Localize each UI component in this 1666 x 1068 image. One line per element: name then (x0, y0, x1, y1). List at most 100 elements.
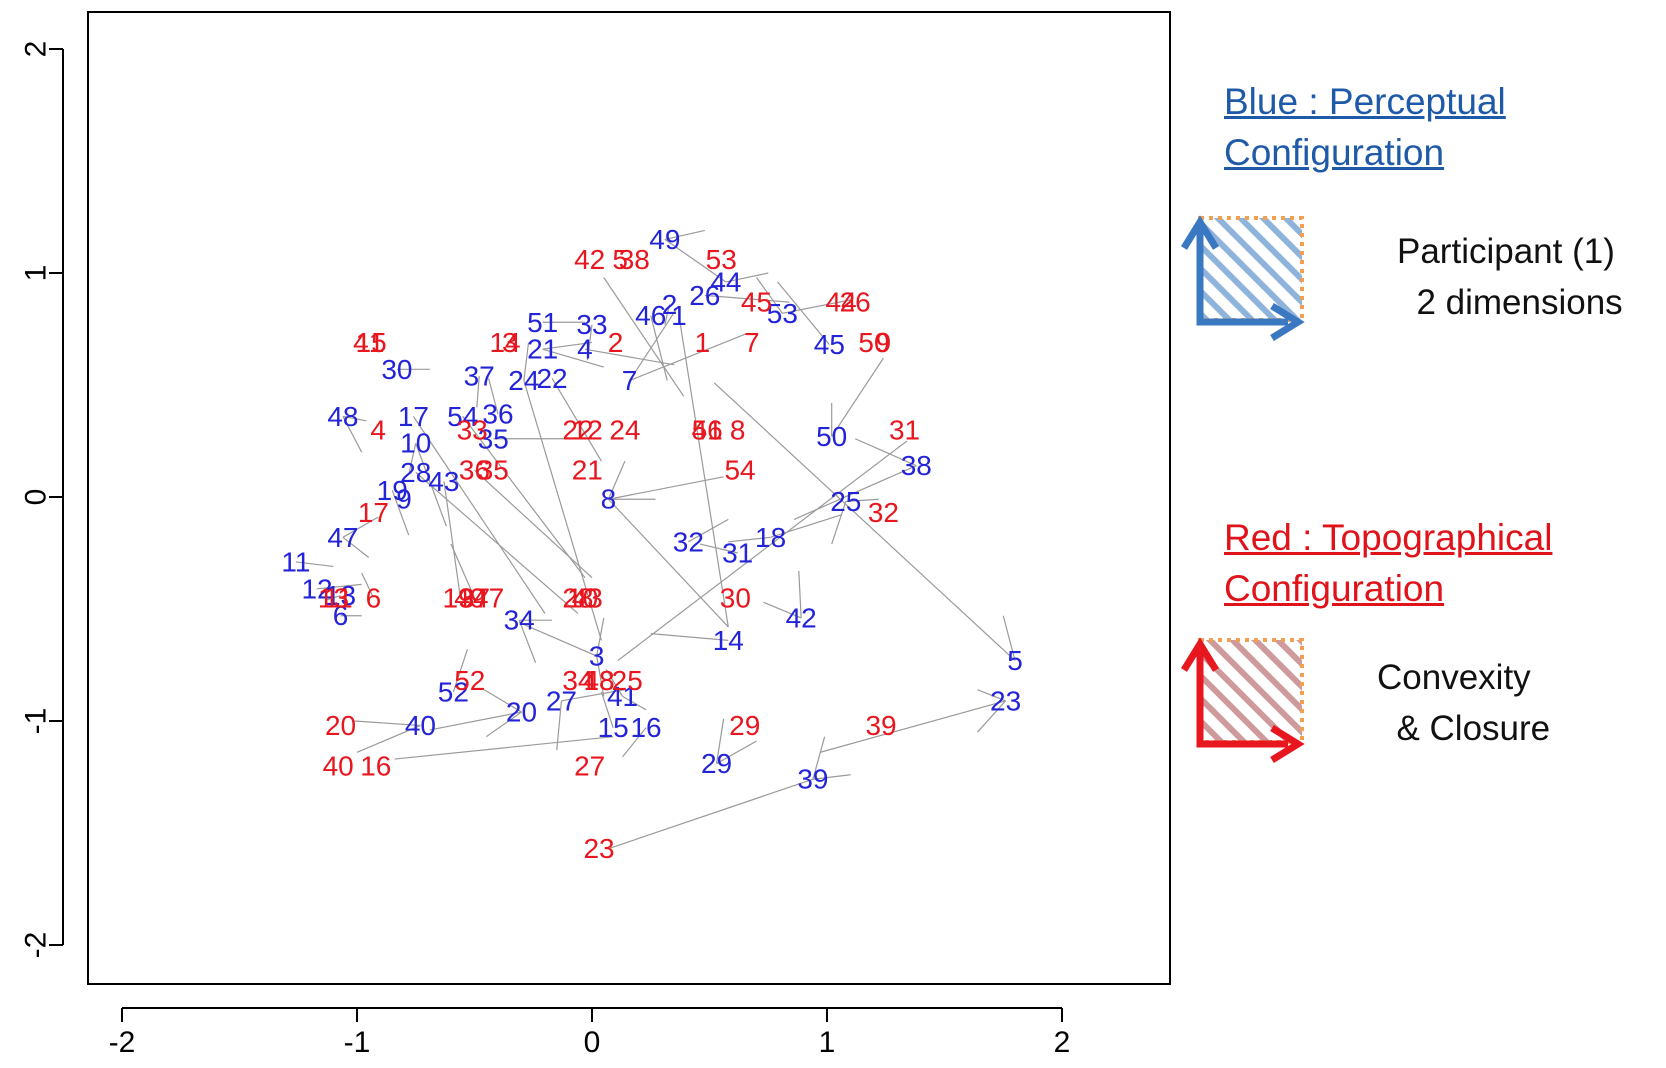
connector-line (629, 308, 678, 381)
legend-blue-text: Participant (1) 2 dimensions (1397, 226, 1623, 328)
blue-point-label: 6 (333, 600, 349, 631)
connector-line (756, 277, 783, 314)
blue-point-label: 14 (713, 625, 744, 656)
blue-point-label: 50 (816, 421, 847, 452)
legend-blue-heading-line2: Configuration (1224, 132, 1445, 173)
red-point-label: 25 (612, 665, 643, 696)
connector-line (812, 736, 826, 780)
blue-point-label: 17 (398, 401, 429, 432)
legend-red-text-line2: & Closure (1377, 709, 1551, 748)
connector-line (664, 238, 727, 283)
blue-point-label: 18 (755, 522, 786, 553)
connector-line (629, 332, 748, 382)
red-point-label: 53 (706, 244, 737, 275)
connector-line (518, 619, 537, 663)
red-point-label: 10 (567, 582, 598, 613)
red-point-label: 24 (609, 414, 640, 445)
connector-line (819, 700, 1006, 753)
blue-point-label: 24 (508, 365, 539, 396)
connector-line (596, 617, 605, 657)
connector-line (617, 440, 908, 661)
red-point-label: 47 (473, 582, 504, 613)
connector-line (542, 341, 593, 350)
blue-point-label: 49 (649, 224, 680, 255)
connector-line (622, 695, 647, 711)
blue-point-label: 7 (622, 365, 638, 396)
blue-point-label: 43 (428, 466, 459, 497)
legend-red-heading: Red : Topographical Configuration (1224, 512, 1552, 614)
red-point-label: 39 (865, 710, 896, 741)
connector-line (415, 443, 447, 527)
blue-point-label: 1 (671, 300, 687, 331)
x-tick-label: -1 (344, 1026, 371, 1059)
red-point-label: 7 (744, 327, 760, 358)
red-point-label: 21 (572, 455, 603, 486)
red-point-label: 37 (459, 582, 490, 613)
connector-line (608, 498, 729, 628)
blue-point-label: 38 (901, 450, 932, 481)
connector-line (462, 415, 586, 579)
red-point-label: 32 (868, 497, 899, 528)
red-point-label: 38 (619, 244, 650, 275)
blue-point-label: 29 (701, 748, 732, 779)
connector-line (584, 348, 675, 366)
red-point-label: 22 (562, 414, 593, 445)
connector-lines (295, 229, 1016, 850)
connector-line (831, 501, 847, 545)
connector-line (713, 382, 1016, 661)
connector-line (523, 342, 530, 381)
red-point-label: 23 (583, 833, 614, 864)
blue-point-label: 41 (607, 681, 638, 712)
connector-line (600, 691, 614, 728)
red-point-label: 50 (858, 327, 889, 358)
connector-line (812, 774, 851, 780)
red-point-label: 14 (489, 327, 520, 358)
blue-point-label: 21 (527, 334, 558, 365)
blue-point-label: 11 (281, 546, 310, 577)
blue-point-label: 2 (662, 289, 678, 320)
connector-line (476, 375, 480, 408)
blue-point-label: 20 (506, 697, 537, 728)
legend-red-heading-line1: Red : Topographical (1224, 517, 1553, 558)
blue-point-label: 39 (797, 764, 828, 795)
blue-point-label: 31 (722, 538, 753, 569)
blue-point-label: 48 (327, 401, 358, 432)
blue-point-label: 40 (405, 710, 436, 741)
connector-line (699, 543, 738, 554)
x-tick-label: 0 (584, 1026, 601, 1059)
connector-line (854, 438, 917, 467)
connector-line (316, 583, 362, 590)
red-point-label: 49 (454, 582, 485, 613)
connector-line (650, 633, 729, 641)
connector-line (715, 718, 725, 764)
legend-red-heading-line2: Configuration (1224, 568, 1445, 609)
connector-line (518, 621, 597, 657)
blue-point-label: 28 (400, 457, 431, 488)
y-tick-label: 2 (20, 41, 53, 58)
connector-line (326, 594, 341, 601)
connector-line (523, 380, 602, 641)
x-tick-label: -2 (109, 1026, 136, 1059)
blue-point-label: 5 (1007, 645, 1023, 676)
connector-line (605, 669, 624, 697)
blue-point-label: 25 (830, 486, 861, 517)
x-tick-label: 1 (819, 1026, 836, 1059)
connector-line (361, 572, 374, 599)
connector-line (596, 655, 605, 697)
connector-line (408, 443, 417, 475)
blue-point-label: 26 (689, 280, 720, 311)
blue-point-label: 16 (630, 712, 661, 743)
blue-point-label: 42 (786, 602, 817, 633)
red-point-label: 33 (457, 414, 488, 445)
connector-line (450, 543, 476, 599)
connector-line (561, 689, 626, 702)
blue-point-label: 51 (527, 307, 558, 338)
blue-point-label: 8 (601, 484, 617, 515)
plot-frame (87, 11, 1171, 985)
red-point-label: 16 (360, 750, 391, 781)
red-point-label: 9 (876, 327, 892, 358)
red-point-label: 52 (454, 665, 485, 696)
legend-red-text: Convexity & Closure (1377, 652, 1550, 754)
